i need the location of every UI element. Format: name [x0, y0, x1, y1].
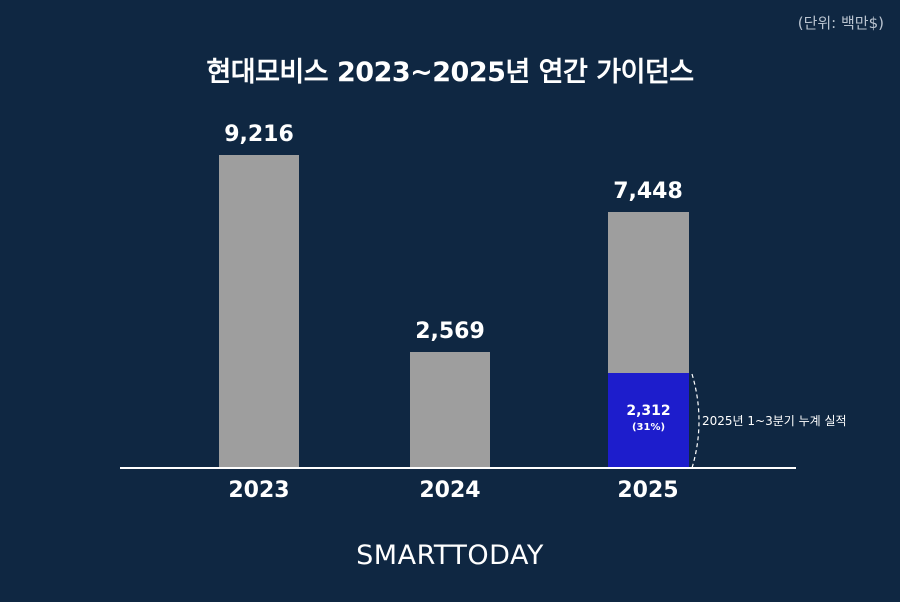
- bar-value-2024: 2,569: [415, 319, 485, 344]
- x-axis-line: [120, 467, 796, 469]
- x-tick-2023: 2023: [228, 478, 290, 503]
- segment-percent: (31%): [631, 422, 666, 433]
- annotation-ytd: 2025년 1~3분기 누계 실적: [702, 414, 847, 428]
- chart-title: 현대모비스 2023~2025년 연간 가이던스: [206, 57, 694, 88]
- bar-value-2023: 9,216: [224, 122, 294, 147]
- x-tick-2024: 2024: [419, 478, 481, 503]
- bar-segment-2025-ytd: 2,312 (31%): [608, 373, 689, 467]
- bar-2024: [410, 352, 490, 467]
- x-tick-2025: 2025: [617, 478, 679, 503]
- bar-value-2025: 7,448: [613, 179, 683, 204]
- bar-2025: 2,312 (31%): [608, 212, 689, 467]
- bar-2023: [219, 155, 299, 467]
- brand-logo: SMARTTODAY: [356, 540, 544, 571]
- unit-label: (단위: 백만$): [797, 14, 884, 32]
- bracket-dashed-icon: [691, 373, 700, 469]
- segment-value: 2,312: [626, 403, 671, 419]
